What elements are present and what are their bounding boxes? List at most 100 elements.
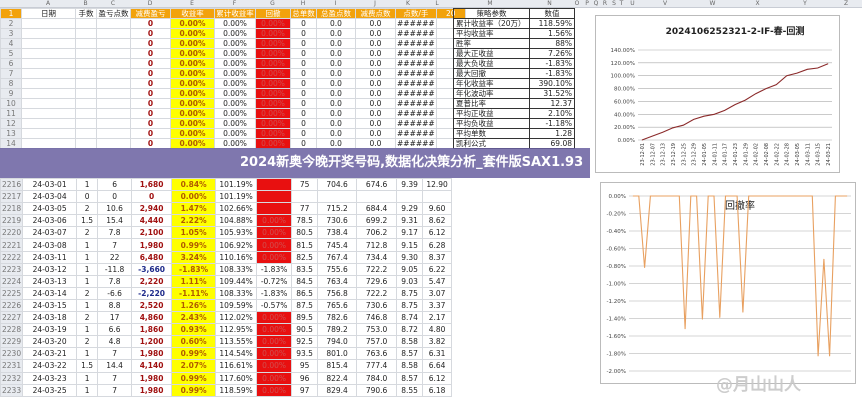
drawdown-cell[interactable]: 0.00%	[255, 48, 291, 59]
date-cell[interactable]	[21, 68, 76, 79]
return-cell[interactable]: 0.00%	[170, 138, 215, 149]
lots-cell[interactable]	[75, 78, 97, 89]
total-orders-cell[interactable]: 77	[291, 202, 319, 216]
return-cell[interactable]: 0.99%	[171, 383, 217, 397]
row-number-cell[interactable]: 2225	[0, 286, 24, 300]
drawdown-cell[interactable]: 0.00%	[256, 347, 293, 361]
date-cell[interactable]	[21, 58, 76, 69]
column-letter[interactable]: U	[630, 0, 635, 7]
lots-cell[interactable]	[75, 38, 97, 49]
column-letter[interactable]: H	[300, 0, 306, 7]
points-per-lot-cell[interactable]: 8.57	[396, 371, 424, 385]
column-letter[interactable]: F	[232, 0, 237, 7]
points-cell[interactable]: 7	[97, 383, 133, 397]
net-points-cell[interactable]: 734.4	[356, 250, 398, 264]
total-orders-cell[interactable]	[291, 190, 319, 204]
cum-return-cell[interactable]: 114.54%	[215, 347, 258, 361]
lots-cell[interactable]: 1	[76, 323, 99, 337]
drawdown-cell[interactable]: 0.00%	[255, 88, 291, 99]
points-cell[interactable]: 14.4	[97, 359, 133, 373]
total-points-cell[interactable]: 0.0	[316, 118, 356, 129]
date-cell[interactable]: 24-03-01	[22, 177, 78, 192]
param-label[interactable]: 平均收益率	[453, 28, 530, 39]
net-points-cell[interactable]: 784.0	[356, 371, 398, 385]
points-cell[interactable]	[96, 48, 131, 59]
net-pnl-cell[interactable]: 0	[130, 58, 171, 69]
param-value[interactable]: 数值	[529, 8, 575, 19]
total-points-cell[interactable]: 0.0	[316, 88, 356, 99]
lots-cell[interactable]: 1.5	[76, 214, 99, 228]
total-orders-cell[interactable]: 89.5	[291, 311, 319, 325]
lots-cell[interactable]	[75, 48, 97, 59]
cum-return-cell[interactable]: 0.00%	[214, 88, 256, 99]
col-l-cell[interactable]: 6.18	[422, 383, 453, 397]
row-number-cell[interactable]: 8	[0, 78, 22, 89]
net-pnl-cell[interactable]: 0	[130, 68, 171, 79]
column-letter[interactable]: G	[270, 0, 275, 7]
cum-return-cell[interactable]: 105.93%	[215, 226, 258, 240]
param-label[interactable]: 平均正收益	[453, 108, 530, 119]
drawdown-cell[interactable]: 0.00%	[256, 311, 293, 325]
net-points-cell[interactable]: 729.6	[356, 274, 398, 288]
points-cell[interactable]	[96, 98, 131, 109]
net-pnl-cell[interactable]: 0	[130, 98, 171, 109]
drawdown-cell[interactable]: -0.72%	[256, 274, 293, 288]
drawdown-cell[interactable]: 0.00%	[255, 108, 291, 119]
cum-return-cell[interactable]: 0.00%	[214, 78, 256, 89]
date-cell[interactable]: 24-03-11	[22, 250, 78, 264]
total-points-cell[interactable]: 767.4	[317, 250, 358, 264]
row-number-cell[interactable]: 7	[0, 68, 22, 79]
lots-cell[interactable]: 1	[76, 250, 99, 264]
drawdown-cell[interactable]	[256, 202, 293, 216]
param-label[interactable]: 凯利公式	[453, 138, 530, 149]
points-cell[interactable]	[96, 128, 131, 139]
date-cell[interactable]	[21, 128, 76, 139]
points-cell[interactable]: 7.8	[97, 226, 133, 240]
lots-cell[interactable]	[75, 18, 97, 29]
param-value[interactable]: 31.52%	[529, 88, 575, 99]
column-letter[interactable]: N	[547, 0, 552, 7]
drawdown-cell[interactable]	[256, 177, 293, 192]
net-pnl-cell[interactable]: 2,520	[131, 298, 173, 313]
row-number-cell[interactable]: 2216	[0, 177, 24, 192]
net-pnl-cell[interactable]: 0	[130, 38, 171, 49]
total-points-cell[interactable]: 738.4	[317, 226, 358, 240]
return-cell[interactable]: 2.43%	[171, 311, 217, 325]
drawdown-cell[interactable]: 0.00%	[255, 138, 291, 149]
points-per-lot-cell[interactable]: ######	[395, 58, 437, 69]
date-cell[interactable]	[21, 118, 76, 129]
return-cell[interactable]: 0.99%	[171, 371, 217, 385]
total-points-cell[interactable]: 0.0	[316, 18, 356, 29]
lots-cell[interactable]: 2	[76, 226, 99, 240]
points-per-lot-cell[interactable]: 8.58	[396, 359, 424, 373]
lots-cell[interactable]: 1	[76, 298, 99, 313]
return-cell[interactable]: 0.00%	[170, 58, 215, 69]
total-orders-cell[interactable]: 97	[291, 383, 319, 397]
lots-cell[interactable]	[75, 138, 97, 149]
net-points-cell[interactable]: 减费点数	[355, 8, 396, 19]
lots-cell[interactable]: 1.5	[76, 359, 99, 373]
return-cell[interactable]: 0.00%	[170, 78, 215, 89]
net-points-cell[interactable]: 722.2	[356, 262, 398, 276]
net-pnl-cell[interactable]: 1,200	[131, 335, 173, 349]
net-points-cell[interactable]: 0.0	[355, 118, 396, 129]
drawdown-cell[interactable]: 0.00%	[256, 238, 293, 252]
net-points-cell[interactable]: 757.0	[356, 335, 398, 349]
total-orders-cell[interactable]: 0	[290, 78, 317, 89]
column-letter[interactable]: L	[435, 0, 439, 7]
date-cell[interactable]: 24-03-21	[22, 347, 78, 361]
net-pnl-cell[interactable]: 4,860	[131, 311, 173, 325]
date-cell[interactable]	[21, 108, 76, 119]
col-l-cell[interactable]: 8.37	[422, 250, 453, 264]
cum-return-cell[interactable]: 112.95%	[215, 323, 258, 337]
drawdown-cell[interactable]: 0.00%	[256, 250, 293, 264]
total-points-cell[interactable]: 0.0	[316, 128, 356, 139]
points-cell[interactable]	[96, 118, 131, 129]
param-value[interactable]: 7.26%	[529, 48, 575, 59]
net-pnl-cell[interactable]: 1,980	[131, 347, 173, 361]
total-orders-cell[interactable]: 总单数	[290, 8, 317, 19]
total-points-cell[interactable]: 794.0	[317, 335, 358, 349]
date-cell[interactable]: 24-03-20	[22, 335, 78, 349]
net-pnl-cell[interactable]: 2,100	[131, 226, 173, 240]
lots-cell[interactable]: 0	[76, 190, 99, 204]
